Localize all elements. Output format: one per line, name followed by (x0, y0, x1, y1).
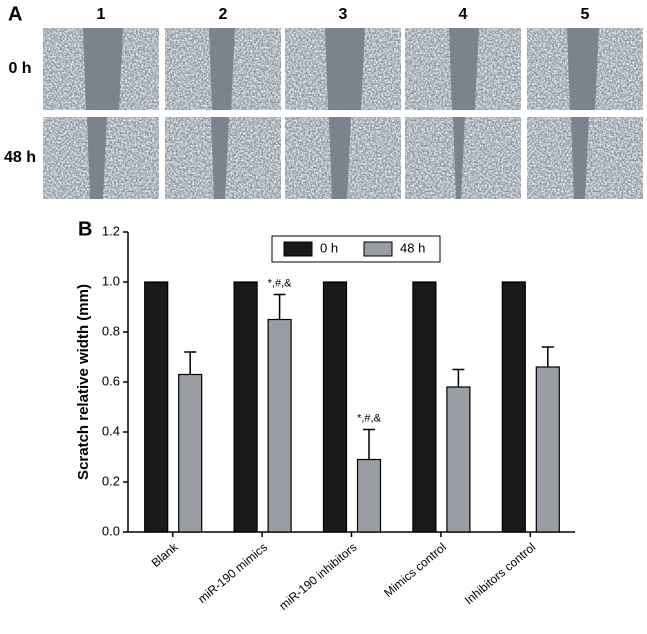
panel-a: A 1 2 3 4 5 0 h 48 h (4, 3, 643, 199)
column-label: 5 (581, 6, 590, 23)
significance-label: *,#,& (357, 412, 382, 424)
micrograph (405, 28, 521, 110)
y-tick-label: 0.4 (102, 423, 120, 438)
micrograph (43, 28, 159, 110)
bar (501, 281, 526, 533)
row-label: 48 h (4, 149, 36, 166)
scratch-gap (329, 117, 351, 199)
error-bar (541, 346, 554, 367)
scratch-gap (453, 117, 465, 199)
significance-label: *,#,& (268, 277, 293, 289)
error-bar (273, 293, 286, 320)
legend-label: 48 h (400, 240, 425, 255)
x-tick-label: miR-190 mimics (195, 540, 270, 606)
micrograph (165, 117, 281, 199)
x-tick-label: miR-190 inhibitors (276, 540, 359, 613)
micrograph (285, 117, 401, 199)
bar (144, 281, 169, 533)
y-tick-label: 0.8 (102, 323, 120, 338)
y-tick-label: 0.0 (102, 523, 120, 538)
micrograph (527, 28, 643, 110)
bar (356, 458, 382, 533)
panel-label: B (78, 218, 92, 240)
micrograph (43, 117, 159, 199)
micrograph (527, 117, 643, 199)
micrograph (405, 117, 521, 199)
column-label: 3 (339, 6, 348, 23)
y-tick-label: 0.2 (102, 473, 120, 488)
y-tick-label: 1.0 (102, 273, 120, 288)
scratch-gap (449, 28, 479, 110)
scratch-gap (325, 28, 365, 110)
y-axis-title: Scratch relative width (mm) (75, 284, 92, 480)
panel-label: A (8, 3, 22, 25)
error-bar (452, 368, 465, 387)
y-tick-label: 0.6 (102, 373, 120, 388)
x-tick-label: Mimics control (381, 540, 449, 600)
bar (233, 281, 258, 533)
bar (446, 386, 471, 533)
scratch-gap (209, 28, 235, 110)
scratch-gap (571, 117, 589, 199)
column-label: 1 (97, 6, 106, 23)
micrograph (285, 28, 401, 110)
error-bar (184, 351, 197, 375)
bar (267, 318, 292, 533)
row-label: 0 h (8, 60, 31, 77)
scratch-gap (567, 28, 599, 110)
bar (412, 281, 437, 533)
legend-swatch (283, 241, 313, 257)
bar (535, 366, 560, 533)
scratch-gap (87, 117, 107, 199)
bar (178, 373, 203, 533)
y-tick-label: 1.2 (102, 223, 120, 238)
panel-b: B Scratch relative width (mm) 0.0 0.2 0.4 0.6… (75, 218, 575, 613)
legend-label: 0 h (320, 240, 338, 255)
x-tick-label: Inhibitors control (462, 540, 538, 607)
bar (322, 281, 348, 533)
legend-swatch (363, 241, 393, 257)
legend: 0 h 48 h (271, 235, 441, 263)
scratch-gap (211, 117, 229, 199)
column-label: 4 (459, 6, 468, 23)
error-bar (363, 428, 375, 460)
micrograph (165, 28, 281, 110)
x-tick-label: Blank (149, 539, 182, 570)
column-label: 2 (219, 6, 228, 23)
scratch-gap (83, 28, 123, 110)
